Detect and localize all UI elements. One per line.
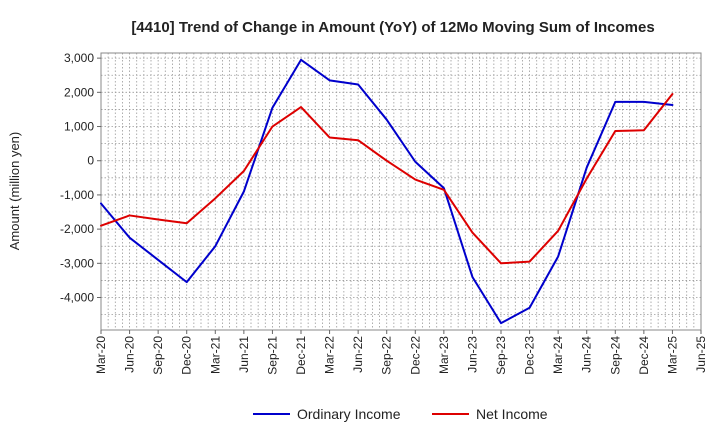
chart-title: [4410] Trend of Change in Amount (YoY) o… [131,19,654,36]
y-tick-label: 1,000 [64,120,94,134]
x-tick-label: Jun-23 [465,336,479,373]
x-tick-label: Sep-24 [608,336,622,375]
x-axis-ticks: Mar-20 Jun-20 Sep-20 Dec-20 Mar-21 Jun-21 Sep-… [94,330,708,375]
x-tick-label: Dec-23 [523,336,537,375]
legend-label-ordinary-income: Ordinary Income [297,406,401,422]
x-tick-label: Jun-22 [351,336,365,373]
x-tick-label: Mar-23 [437,336,451,374]
legend-label-net-income: Net Income [476,406,548,422]
y-tick-label: -4,000 [60,291,94,305]
x-tick-label: Sep-21 [265,336,279,375]
y-axis-label: Amount (million yen) [7,132,22,251]
x-tick-label: Dec-21 [294,336,308,375]
y-tick-label: -1,000 [60,188,94,202]
x-tick-label: Dec-20 [180,336,194,375]
plot-frame [100,52,702,331]
series-lines [100,58,674,325]
x-tick-label: Mar-25 [665,336,679,374]
y-axis-ticks: 3,000 2,000 1,000 0 -1,000 -2,000 -3,000 -4,000 [60,51,101,305]
y-tick-label: 3,000 [64,51,94,65]
series-line-net-income [100,93,674,265]
x-tick-label: Mar-21 [208,336,222,374]
legend: Ordinary Income Net Income [253,406,548,422]
x-tick-label: Sep-22 [380,336,394,375]
y-tick-label: 2,000 [64,85,94,99]
x-tick-label: Dec-24 [637,336,651,375]
x-tick-label: Mar-22 [323,336,337,374]
x-tick-label: Jun-20 [123,336,137,373]
x-tick-label: Sep-23 [494,336,508,375]
x-tick-label: Jun-21 [237,336,251,373]
x-tick-label: Jun-25 [694,336,708,373]
grid [100,53,702,330]
y-tick-label: -2,000 [60,222,94,236]
y-tick-label: -3,000 [60,256,94,270]
x-tick-label: Jun-24 [580,336,594,373]
x-tick-label: Dec-22 [408,336,422,375]
x-tick-label: Mar-24 [551,336,565,374]
x-tick-label: Sep-20 [151,336,165,375]
x-tick-label: Mar-20 [94,336,108,374]
y-tick-label: 0 [87,154,94,168]
